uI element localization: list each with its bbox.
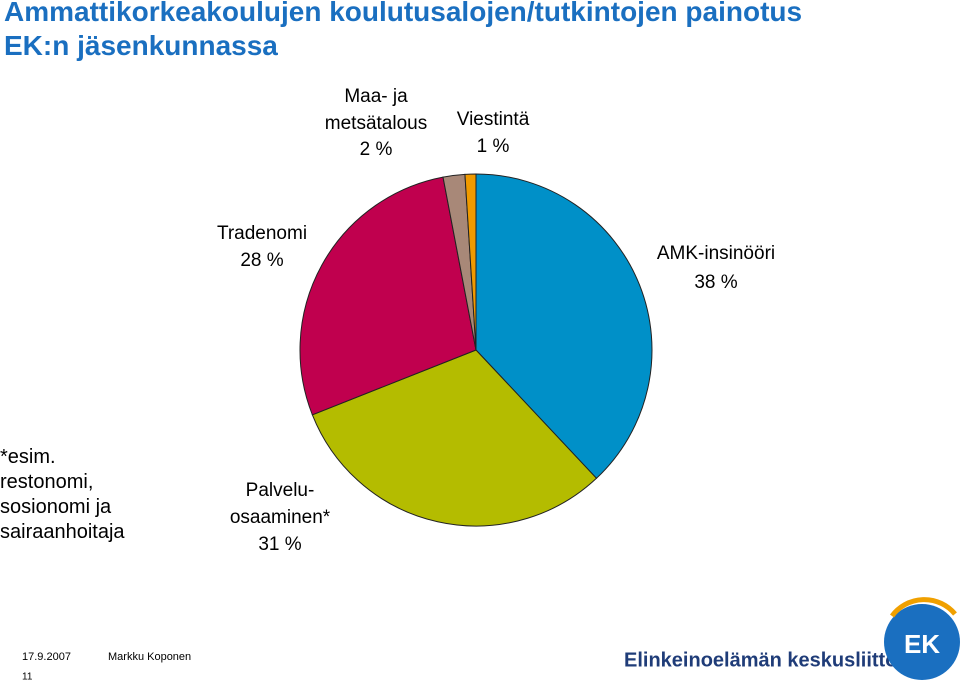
chart-title: Ammattikorkeakoulujen koulutusalojen/tut…	[4, 0, 802, 61]
value-label: 2 %	[360, 139, 393, 160]
pie-slice	[464, 173, 477, 351]
slice-label: Palvelu-osaaminen*	[230, 480, 331, 528]
logo-mark: EK	[904, 629, 940, 659]
slice-label: Viestintä	[457, 109, 530, 130]
page-number: 11	[22, 672, 33, 683]
slice-label: AMK-insinööri	[657, 243, 775, 264]
value-label: 28 %	[240, 250, 283, 271]
footer-author: Markku Koponen	[108, 651, 191, 663]
logo-circle	[884, 604, 960, 680]
pie-slice	[475, 173, 653, 480]
pie-slice	[299, 176, 477, 416]
value-label: 31 %	[258, 534, 301, 555]
logo-text: Elinkeinoelämän keskusliitto	[624, 649, 897, 671]
note: *esim. restonomi, sosionomi ja sairaanhoita…	[0, 446, 125, 543]
value-label: 38 %	[694, 272, 737, 293]
value-label: 1 %	[477, 136, 510, 157]
footer-date: 17.9.2007	[22, 651, 71, 663]
logo-arc	[889, 597, 957, 618]
slice-label: Maa- ja metsätalous	[325, 86, 427, 134]
pie-slice	[311, 349, 598, 527]
slice-label: Tradenomi	[217, 223, 307, 244]
